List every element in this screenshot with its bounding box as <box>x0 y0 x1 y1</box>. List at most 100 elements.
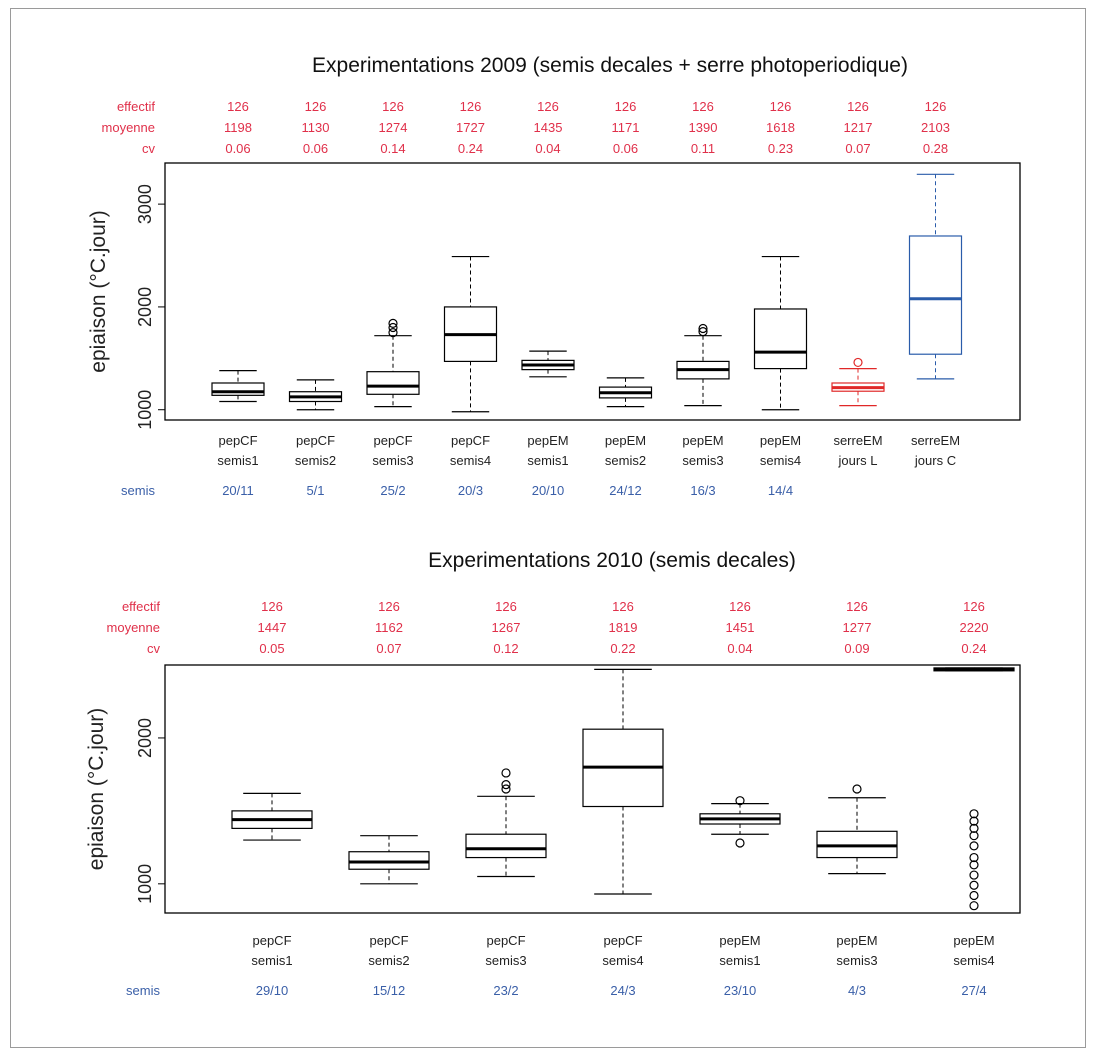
chart1-group2-label-line1: pepCF <box>296 433 335 448</box>
chart1-group5-semis-date: 20/10 <box>532 483 565 498</box>
chart2-stat-label-moyenne: moyenne <box>107 620 160 635</box>
chart2-group5-label-line2: semis1 <box>719 953 760 968</box>
chart2-y-tick-label: 2000 <box>135 718 155 758</box>
chart1-group7-semis-date: 16/3 <box>690 483 715 498</box>
chart2-group6-label-line2: semis3 <box>836 953 877 968</box>
chart2-group5-cv: 0.04 <box>727 641 752 656</box>
chart1-group2-moyenne: 1130 <box>302 120 330 135</box>
chart1-group8-label-line2: semis4 <box>760 453 801 468</box>
chart1-group2-semis-date: 5/1 <box>306 483 324 498</box>
chart1-group7-outlier <box>698 326 708 337</box>
chart2-group4-effectif: 126 <box>612 599 634 614</box>
chart1-group9-label-line2: jours L <box>837 453 877 468</box>
chart1-group4-semis-date: 20/3 <box>458 483 483 498</box>
chart2-y-axis-label: epiaison (°C.jour) <box>85 708 108 870</box>
chart1-group3-box <box>366 371 420 395</box>
chart2-group3-outlier <box>501 768 511 778</box>
chart1-group1-moyenne: 1198 <box>224 120 252 135</box>
chart2-group7-outlier <box>969 880 979 890</box>
chart1-group4-moyenne: 1727 <box>456 120 485 135</box>
chart1-group2-label-line2: semis2 <box>295 453 336 468</box>
chart2-group7-outlier <box>969 816 979 826</box>
chart1-group8-cv: 0.23 <box>768 141 793 156</box>
chart1-y-tick-label: 2000 <box>135 287 155 327</box>
chart2-group4-semis-date: 24/3 <box>610 983 635 998</box>
chart1-group10-label-line2: jours C <box>914 453 956 468</box>
chart1-group8-box <box>753 308 808 370</box>
chart2-group2-label-line2: semis2 <box>368 953 409 968</box>
chart1-plot-area <box>164 162 1021 421</box>
chart1-y-tick-label: 3000 <box>135 184 155 224</box>
chart1-group5-cv: 0.04 <box>535 141 560 156</box>
chart1-group9-moyenne: 1217 <box>844 120 873 135</box>
chart2-semis-label: semis <box>126 983 160 998</box>
chart1-group1-effectif: 126 <box>227 99 249 114</box>
chart1-group9-outlier <box>853 357 863 368</box>
chart2-group1-label-line1: pepCF <box>252 933 291 948</box>
chart2-group7-label-line2: semis4 <box>953 953 994 968</box>
chart2-group5-semis-date: 23/10 <box>724 983 757 998</box>
chart1-group7-label-line1: pepEM <box>682 433 723 448</box>
chart2-group1-label-line2: semis1 <box>251 953 292 968</box>
chart2-group7-outlier <box>969 870 979 880</box>
chart1-group5-moyenne: 1435 <box>534 120 563 135</box>
chart1-group7-moyenne: 1390 <box>689 120 718 135</box>
chart2-group6-cv: 0.09 <box>844 641 869 656</box>
chart1-group3-cv: 0.14 <box>380 141 405 156</box>
chart1-group5-effectif: 126 <box>537 99 559 114</box>
chart2-group4-label-line1: pepCF <box>603 933 642 948</box>
chart1-title: Experimentations 2009 (semis decales + s… <box>312 54 908 77</box>
chart1-group1-label-line2: semis1 <box>217 453 258 468</box>
chart2-group3-label-line2: semis3 <box>485 953 526 968</box>
chart1-group3-outlier <box>388 328 398 338</box>
chart2-group1-semis-date: 29/10 <box>256 983 289 998</box>
chart2-group6-effectif: 126 <box>846 599 868 614</box>
chart2-group7-outlier <box>969 823 979 833</box>
chart1-group3-label-line1: pepCF <box>373 433 412 448</box>
chart1-group4-label-line2: semis4 <box>450 453 491 468</box>
chart2-group6-label-line1: pepEM <box>836 933 877 948</box>
chart2-group7-label-line1: pepEM <box>953 933 994 948</box>
chart2-group2-effectif: 126 <box>378 599 400 614</box>
chart2-group5-moyenne: 1451 <box>726 620 755 635</box>
chart1-group8-moyenne: 1618 <box>766 120 795 135</box>
chart2-group6-semis-date: 4/3 <box>848 983 866 998</box>
chart2-group3-box <box>465 833 547 859</box>
chart2-group5-outlier <box>735 838 745 848</box>
chart2-group7-semis-date: 27/4 <box>961 983 986 998</box>
chart1-group3-outlier <box>388 322 398 333</box>
chart1-group6-label-line1: pepEM <box>605 433 646 448</box>
chart1-group10-cv: 0.28 <box>923 141 948 156</box>
chart1-group3-outlier <box>388 318 398 328</box>
chart1-group3-semis-date: 25/2 <box>380 483 405 498</box>
chart1-group8-effectif: 126 <box>770 99 792 114</box>
chart1-group6-cv: 0.06 <box>613 141 638 156</box>
chart2-group1-moyenne: 1447 <box>258 620 287 635</box>
chart2-group5-outlier <box>735 796 745 806</box>
chart2-group2-semis-date: 15/12 <box>373 983 406 998</box>
chart2-group7-cv: 0.24 <box>961 641 986 656</box>
chart2-title: Experimentations 2010 (semis decales) <box>428 549 796 572</box>
chart2-group3-outlier <box>501 784 511 794</box>
chart2-group3-cv: 0.12 <box>493 641 518 656</box>
chart2-group4-moyenne: 1819 <box>609 620 638 635</box>
chart1-group6-effectif: 126 <box>615 99 637 114</box>
chart2-group4-cv: 0.22 <box>610 641 635 656</box>
chart1-group3-label-line2: semis3 <box>372 453 413 468</box>
chart1-group4-label-line1: pepCF <box>451 433 490 448</box>
chart2-group7-outlier <box>969 852 979 863</box>
chart1-group1-cv: 0.06 <box>225 141 250 156</box>
chart2-plot-area <box>164 664 1021 914</box>
chart1-group10-label-line1: serreEM <box>911 433 960 448</box>
chart1-group10-effectif: 126 <box>925 99 947 114</box>
chart2-group7-moyenne: 2220 <box>960 620 989 635</box>
chart2-group2-cv: 0.07 <box>376 641 401 656</box>
chart2-group5-effectif: 126 <box>729 599 751 614</box>
chart2-group1-cv: 0.05 <box>259 641 284 656</box>
chart2-stat-label-effectif: effectif <box>122 599 160 614</box>
chart1-group7-cv: 0.11 <box>691 141 715 156</box>
chart1-group7-label-line2: semis3 <box>682 453 723 468</box>
chart1-group4-effectif: 126 <box>460 99 482 114</box>
chart1-group1-box <box>211 382 265 396</box>
